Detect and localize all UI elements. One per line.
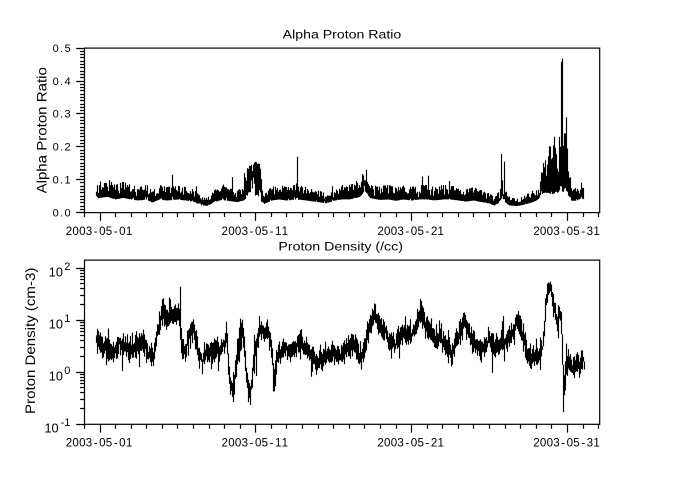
svg-text:10: 10 bbox=[49, 266, 63, 280]
svg-text:10: 10 bbox=[49, 318, 63, 332]
svg-text:-1: -1 bbox=[61, 417, 71, 429]
svg-text:2003-05-01: 2003-05-01 bbox=[66, 225, 133, 238]
svg-text:0.1: 0.1 bbox=[53, 175, 71, 187]
svg-text:0: 0 bbox=[64, 365, 70, 377]
svg-text:Alpha Proton Ratio: Alpha Proton Ratio bbox=[34, 67, 50, 194]
svg-text:Alpha Proton Ratio: Alpha Proton Ratio bbox=[283, 27, 402, 41]
svg-text:Proton Density (cm-3): Proton Density (cm-3) bbox=[22, 268, 38, 414]
svg-text:2003-05-11: 2003-05-11 bbox=[222, 225, 289, 238]
svg-text:2003-05-21: 2003-05-21 bbox=[377, 225, 444, 238]
svg-text:0.5: 0.5 bbox=[53, 43, 71, 55]
svg-text:2: 2 bbox=[64, 261, 70, 273]
svg-text:2003-05-31: 2003-05-31 bbox=[533, 225, 600, 238]
svg-text:0.2: 0.2 bbox=[53, 142, 71, 154]
svg-text:2003-05-31: 2003-05-31 bbox=[533, 437, 600, 450]
svg-text:0.3: 0.3 bbox=[53, 109, 71, 121]
svg-text:0.4: 0.4 bbox=[53, 76, 71, 88]
svg-text:10: 10 bbox=[49, 370, 63, 384]
svg-text:0.0: 0.0 bbox=[53, 207, 71, 219]
svg-text:2003-05-11: 2003-05-11 bbox=[222, 437, 289, 450]
svg-text:10: 10 bbox=[45, 422, 59, 436]
svg-text:1: 1 bbox=[64, 313, 70, 325]
svg-text:Proton Density (/cc): Proton Density (/cc) bbox=[278, 240, 403, 254]
svg-text:2003-05-01: 2003-05-01 bbox=[66, 437, 133, 450]
svg-text:2003-05-21: 2003-05-21 bbox=[377, 437, 444, 450]
